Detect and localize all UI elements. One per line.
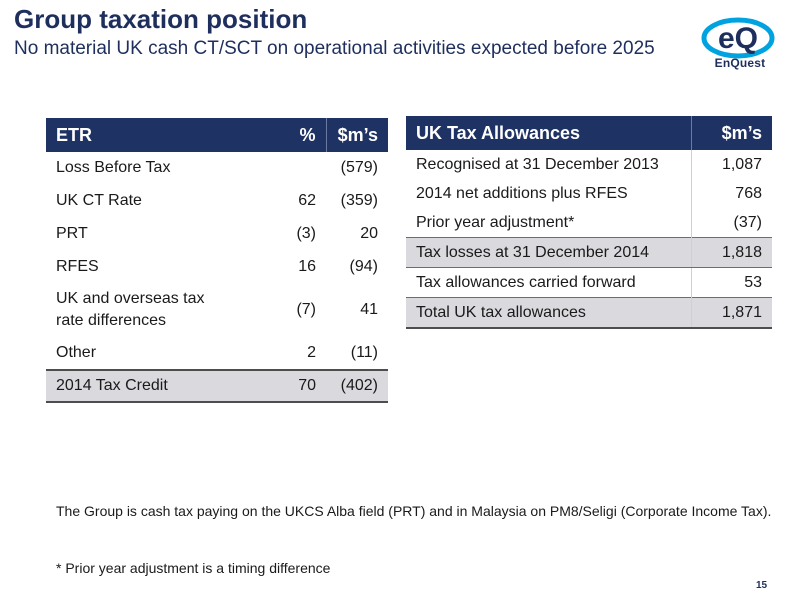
etr-row-amount: (359) <box>326 184 388 218</box>
etr-header-amount: $m’s <box>325 118 388 152</box>
etr-row-percent: 16 <box>286 250 326 284</box>
table-row: Tax losses at 31 December 2014 1,818 <box>406 237 772 268</box>
etr-row-amount: 41 <box>326 283 388 337</box>
etr-row-label: UK CT Rate <box>46 184 286 218</box>
page-subtitle: No material UK cash CT/SCT on operationa… <box>14 38 655 59</box>
allowances-header-row: UK Tax Allowances $m’s <box>406 116 772 150</box>
etr-row-label: Other <box>46 336 286 371</box>
allowances-row-label: Prior year adjustment* <box>416 213 575 231</box>
etr-row-amount: (402) <box>326 369 388 403</box>
table-row: PRT (3) 20 <box>46 217 388 251</box>
etr-row-percent: 62 <box>286 184 326 218</box>
allowances-row-amount: 53 <box>690 267 772 298</box>
table-row: Other 2 (11) <box>46 336 388 371</box>
allowances-row-amount: 1,087 <box>690 150 772 179</box>
etr-header-row: ETR % $m’s <box>46 118 388 152</box>
allowances-row-label: 2014 net additions plus RFES <box>416 184 628 202</box>
etr-row-label: Loss Before Tax <box>46 152 286 185</box>
table-row: Tax allowances carried forward 53 <box>406 267 772 298</box>
table-row: Loss Before Tax (579) <box>46 152 388 185</box>
etr-row-percent: (3) <box>286 217 326 251</box>
footnote: * Prior year adjustment is a timing diff… <box>56 560 331 576</box>
table-row: UK and overseas tax rate differences (7) … <box>46 283 388 337</box>
logo-ring <box>701 17 775 59</box>
table-row: Prior year adjustment* (37) <box>406 208 772 238</box>
allowances-row-amount: 1,818 <box>690 237 772 268</box>
table-row: Recognised at 31 December 2013 1,087 <box>406 150 772 179</box>
etr-row-percent: (7) <box>286 283 326 337</box>
allowances-total-row: Total UK tax allowances 1,871 <box>406 297 772 329</box>
etr-row-label: 2014 Tax Credit <box>46 369 286 403</box>
allowances-header-label: UK Tax Allowances <box>406 116 691 150</box>
etr-header-percent: % <box>286 118 326 152</box>
etr-row-label: UK and overseas tax rate differences <box>46 283 286 337</box>
table-row: RFES 16 (94) <box>46 250 388 284</box>
allowances-row-label: Tax allowances carried forward <box>416 273 636 291</box>
allowances-table: UK Tax Allowances $m’s Recognised at 31 … <box>406 116 772 329</box>
etr-row-percent <box>286 152 326 185</box>
etr-row-amount: 20 <box>326 217 388 251</box>
tax-note: The Group is cash tax paying on the UKCS… <box>56 503 772 519</box>
logo-word: EnQuest <box>714 56 766 70</box>
logo-text: eQ <box>718 22 758 55</box>
etr-row-amount: (11) <box>326 336 388 371</box>
etr-row-label-line2: rate differences <box>56 312 166 329</box>
etr-total-row: 2014 Tax Credit 70 (402) <box>46 369 388 403</box>
table-row: UK CT Rate 62 (359) <box>46 184 388 218</box>
etr-row-amount: (579) <box>326 152 388 185</box>
etr-row-percent: 2 <box>286 336 326 371</box>
allowances-row-label: Tax losses at 31 December 2014 <box>406 237 691 268</box>
enquest-logo: eQ <box>701 17 775 59</box>
etr-row-percent: 70 <box>286 369 326 403</box>
etr-row-label: PRT <box>46 217 286 251</box>
allowances-header-amount: $m’s <box>690 116 772 150</box>
etr-row-label-line1: UK and overseas tax <box>56 290 205 307</box>
allowances-row-amount: 768 <box>690 179 772 208</box>
allowances-row-label: Recognised at 31 December 2013 <box>416 155 659 173</box>
page-title: Group taxation position <box>14 4 308 34</box>
page-number: 15 <box>756 580 768 591</box>
allowances-row-amount: (37) <box>690 208 772 238</box>
etr-header-label: ETR <box>46 118 286 152</box>
allowances-row-amount: 1,871 <box>690 297 772 329</box>
allowances-row-label: Total UK tax allowances <box>406 297 691 329</box>
table-row: 2014 net additions plus RFES 768 <box>406 179 772 208</box>
etr-row-label: RFES <box>46 250 286 284</box>
etr-row-amount: (94) <box>326 250 388 284</box>
etr-table: ETR % $m’s Loss Before Tax (579) UK CT R… <box>46 118 388 403</box>
